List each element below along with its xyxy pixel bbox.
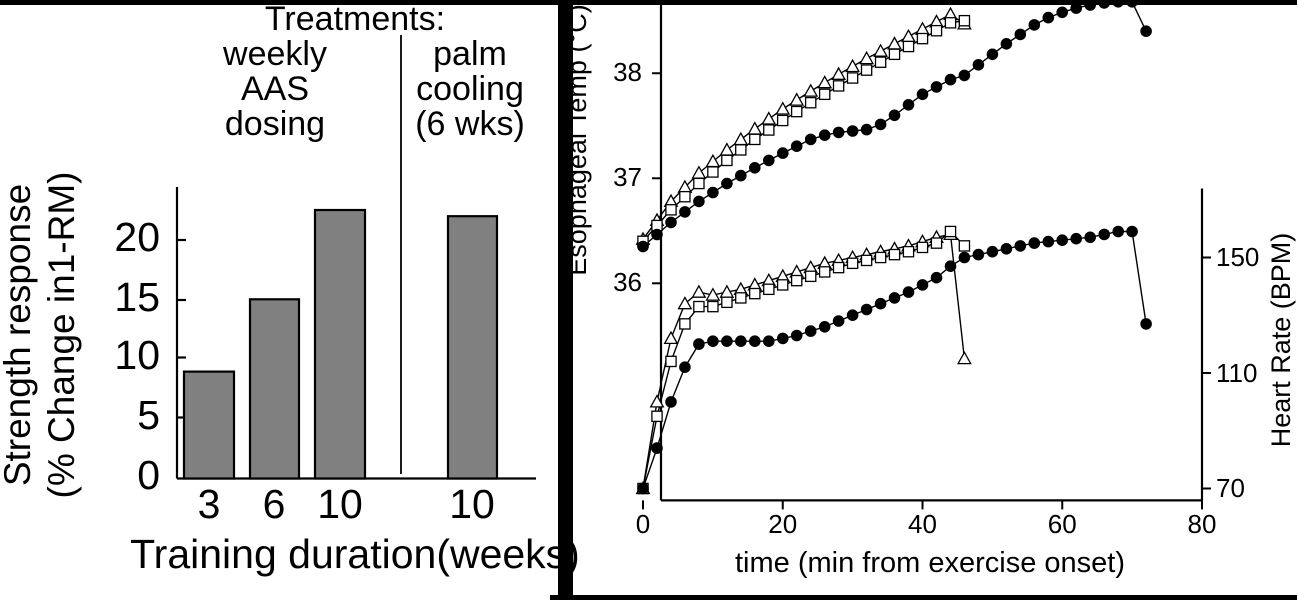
svg-text:AAS: AAS — [241, 70, 309, 108]
svg-text:15: 15 — [114, 274, 160, 320]
svg-text:Training duration(weeks): Training duration(weeks) — [130, 531, 580, 577]
svg-text:60: 60 — [1048, 509, 1077, 539]
svg-text:38: 38 — [613, 57, 642, 87]
svg-text:37: 37 — [613, 162, 642, 192]
svg-text:110: 110 — [1216, 358, 1257, 388]
svg-text:3: 3 — [198, 481, 221, 527]
svg-text:dosing: dosing — [225, 105, 325, 143]
svg-text:0: 0 — [137, 452, 160, 498]
svg-text:Treatments:: Treatments: — [265, 0, 445, 38]
svg-text:40: 40 — [908, 509, 937, 539]
svg-text:time (min from exercise onset): time (min from exercise onset) — [735, 547, 1125, 579]
svg-text:cooling: cooling — [416, 70, 524, 108]
svg-text:Strength response: Strength response — [0, 184, 38, 486]
svg-text:palm: palm — [433, 35, 507, 73]
svg-text:Heart Rate (BPM): Heart Rate (BPM) — [1266, 233, 1296, 448]
svg-text:10: 10 — [449, 481, 495, 527]
svg-text:weekly: weekly — [222, 35, 327, 73]
svg-text:Esophageal Temp (°C): Esophageal Temp (°C) — [562, 4, 592, 275]
svg-text:70: 70 — [1216, 473, 1245, 503]
svg-text:36: 36 — [613, 267, 642, 297]
svg-text:80: 80 — [1188, 509, 1217, 539]
svg-text:5: 5 — [137, 392, 160, 438]
svg-text:10: 10 — [317, 481, 363, 527]
svg-text:20: 20 — [768, 509, 797, 539]
svg-text:150: 150 — [1216, 242, 1259, 272]
svg-text:(% Change in1-RM): (% Change in1-RM) — [41, 172, 82, 499]
svg-text:10: 10 — [114, 332, 160, 378]
svg-text:6: 6 — [263, 481, 286, 527]
svg-text:20: 20 — [114, 214, 160, 260]
svg-text:(6 wks): (6 wks) — [415, 105, 525, 143]
svg-text:0: 0 — [636, 509, 650, 539]
